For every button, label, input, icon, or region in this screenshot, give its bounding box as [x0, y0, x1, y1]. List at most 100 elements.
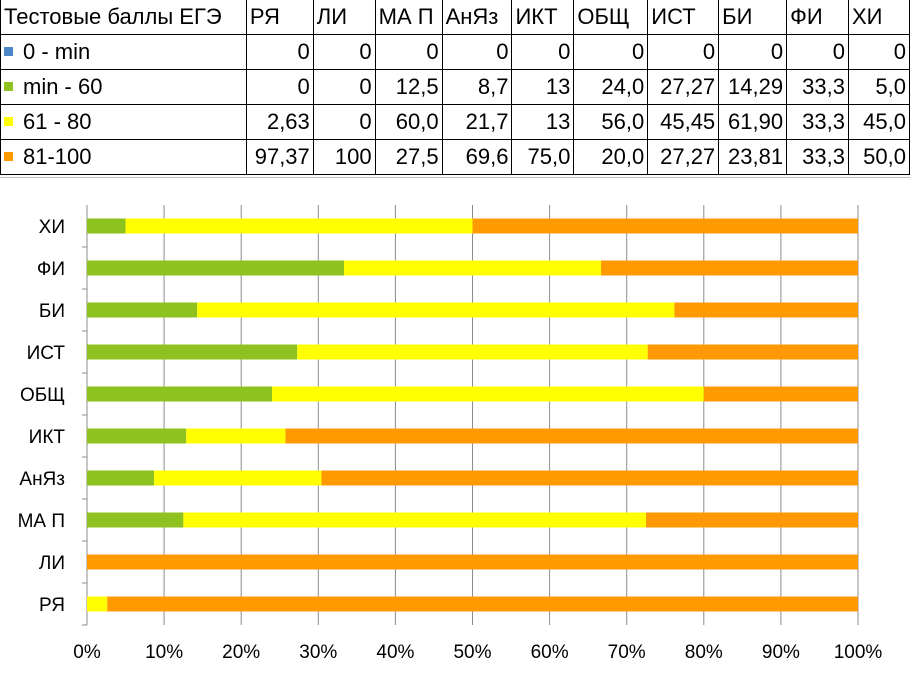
bar-segment: [183, 512, 646, 528]
table-cell: 45,0: [848, 104, 910, 140]
x-tick-label: 80%: [685, 642, 723, 663]
table-cell: 27,5: [374, 139, 443, 175]
category-label: ИСТ: [27, 343, 66, 364]
table-row: min - 60 0 0 12,5 8,7 13 24,0 27,27 14,29 33,3 5,0: [0, 69, 910, 105]
x-tick-label: 40%: [376, 642, 414, 663]
column-header: ФИ: [786, 0, 849, 35]
bar-segment: [674, 302, 858, 318]
x-tick-label: 50%: [453, 642, 491, 663]
bar-segment: [87, 554, 858, 570]
bar-segment: [272, 386, 704, 402]
bar-segment: [297, 344, 648, 360]
table-cell: 50,0: [848, 139, 910, 175]
legend-label: 61 - 80: [23, 109, 92, 134]
bar-segment: [87, 512, 184, 528]
data-table: Тестовые баллы ЕГЭ РЯ ЛИ МА П АнЯз ИКТ ОБЩ ИСТ Б…: [0, 0, 910, 175]
category-label: АнЯз: [19, 469, 65, 490]
table-cell: 8,7: [441, 69, 513, 105]
table-cell: 75,0: [511, 139, 575, 175]
bar-segment: [285, 428, 859, 444]
bar-segment: [107, 596, 859, 612]
legend-swatch: [4, 152, 13, 161]
bar-segment: [321, 470, 858, 486]
bar-segment: [186, 428, 286, 444]
column-header: МА П: [374, 0, 443, 35]
table-cell: 61,90: [718, 104, 788, 140]
table-cell: 27,27: [647, 139, 720, 175]
bar-segment: [87, 596, 108, 612]
table-cell: 0: [245, 69, 314, 105]
table-cell: 69,6: [441, 139, 513, 175]
bar-segment: [87, 260, 344, 276]
table-corner-label: Тестовые баллы ЕГЭ: [0, 0, 247, 35]
x-tick-label: 10%: [145, 642, 183, 663]
bar-segment: [154, 470, 322, 486]
legend-label: 81-100: [23, 144, 92, 169]
table-cell: 0: [312, 34, 376, 70]
table-cell: 0: [848, 34, 910, 70]
bar-segment: [645, 512, 858, 528]
x-tick-label: 70%: [608, 642, 646, 663]
table-cell: 0: [374, 34, 443, 70]
bar-segment: [125, 218, 473, 234]
legend-swatch: [4, 117, 13, 126]
chart-area: РЯ ЛИ МА П АнЯз ИКТ ОБЩ ИСТ БИ ФИ ХИ 0% 10% 20% 30% 40…: [0, 177, 910, 678]
table-cell: 27,27: [647, 69, 720, 105]
table-cell: 0: [312, 69, 376, 105]
column-header: ИКТ: [511, 0, 575, 35]
legend-cell: 81-100: [0, 139, 247, 175]
table-cell: 100: [312, 139, 376, 175]
category-label: ФИ: [37, 259, 65, 280]
table-cell: 0: [718, 34, 788, 70]
x-tick-label: 60%: [531, 642, 569, 663]
legend-label: 0 - min: [23, 39, 91, 64]
table-cell: 13: [511, 104, 575, 140]
table-cell: 0: [312, 104, 376, 140]
table-cell: 23,81: [718, 139, 788, 175]
column-header: РЯ: [245, 0, 314, 35]
table-body: Тестовые баллы ЕГЭ РЯ ЛИ МА П АнЯз ИКТ ОБЩ ИСТ Б…: [0, 0, 910, 175]
bar-segment: [87, 344, 298, 360]
table-cell: 0: [511, 34, 575, 70]
bar-segment: [703, 386, 858, 402]
column-header: АнЯз: [441, 0, 513, 35]
category-label: ОБЩ: [20, 385, 65, 406]
table-cell: 33,3: [786, 69, 849, 105]
column-header: БИ: [718, 0, 788, 35]
category-label: МА П: [18, 511, 65, 532]
column-header: ОБЩ: [573, 0, 649, 35]
category-label: ИКТ: [29, 427, 66, 448]
table-cell: 0: [573, 34, 649, 70]
table-cell: 56,0: [573, 104, 649, 140]
x-tick-label: 20%: [222, 642, 260, 663]
table-cell: 0: [647, 34, 720, 70]
legend-cell: min - 60: [0, 69, 247, 105]
table-row: 0 - min 0 0 0 0 0 0 0 0 0 0: [0, 34, 910, 70]
legend-swatch: [4, 47, 13, 56]
legend-cell: 0 - min: [0, 34, 247, 70]
legend-label: min - 60: [23, 74, 103, 99]
table-row: 81-100 97,37 100 27,5 69,6 75,0 20,0 27,27 23,81…: [0, 139, 910, 175]
bar-segment: [601, 260, 858, 276]
table-cell: 24,0: [573, 69, 649, 105]
category-label: БИ: [39, 301, 65, 322]
table-cell: 97,37: [245, 139, 314, 175]
column-header: ХИ: [848, 0, 910, 35]
bar-segment: [197, 302, 675, 318]
table-cell: 0: [786, 34, 849, 70]
table-cell: 33,3: [786, 139, 849, 175]
stacked-bar-chart: РЯ ЛИ МА П АнЯз ИКТ ОБЩ ИСТ БИ ФИ ХИ 0% 10% 20% 30% 40…: [18, 205, 882, 663]
table-cell: 45,45: [647, 104, 720, 140]
table-cell: 0: [441, 34, 513, 70]
bar-segment: [472, 218, 858, 234]
bar-segment: [87, 302, 198, 318]
legend-swatch: [4, 82, 13, 91]
table-cell: 12,5: [374, 69, 443, 105]
table-cell: 5,0: [848, 69, 910, 105]
table-header-row: Тестовые баллы ЕГЭ РЯ ЛИ МА П АнЯз ИКТ ОБЩ ИСТ Б…: [0, 0, 910, 35]
table-cell: 2,63: [245, 104, 314, 140]
table-row: 61 - 80 2,63 0 60,0 21,7 13 56,0 45,45 61,90 33,3…: [0, 104, 910, 140]
bar-segment: [344, 260, 601, 276]
table-cell: 60,0: [374, 104, 443, 140]
bar-segment: [87, 386, 273, 402]
